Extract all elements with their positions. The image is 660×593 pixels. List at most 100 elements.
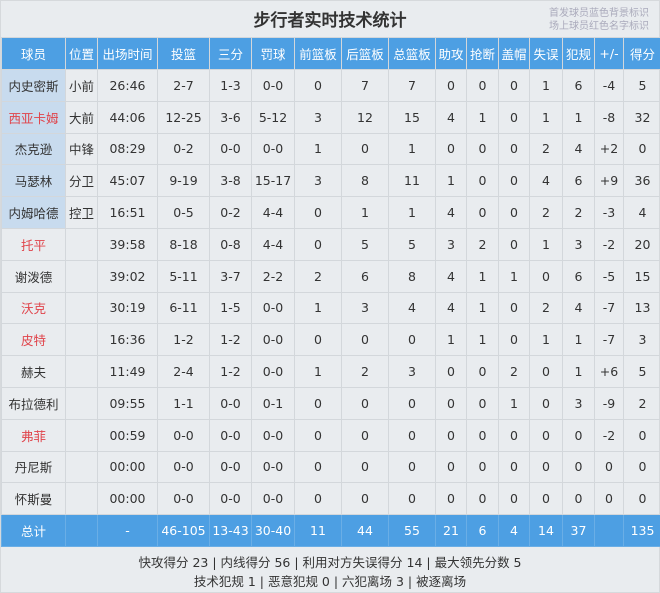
- stat-cell: 0: [498, 418, 530, 452]
- stat-cell: -7: [594, 323, 624, 357]
- stat-cell: 0: [466, 69, 499, 102]
- stat-cell: 0-0: [251, 482, 295, 516]
- stat-cell: 36: [623, 164, 660, 198]
- stat-cell: 2: [529, 196, 563, 229]
- stat-cell: 0-0: [251, 355, 295, 388]
- stat-cell: [65, 418, 98, 452]
- stat-cell: 30:19: [97, 291, 158, 325]
- stat-cell: 1: [498, 259, 530, 293]
- stat-cell: +6: [594, 355, 624, 388]
- player-name: 布拉德利: [1, 386, 66, 420]
- stat-cell: 1: [435, 164, 467, 198]
- starter-note: 首发球员蓝色背景标识: [549, 8, 649, 19]
- player-name: 沃克: [1, 291, 66, 325]
- total-cell: 4: [498, 514, 530, 548]
- column-header: 失误: [529, 37, 563, 70]
- stat-cell: -2: [594, 227, 624, 261]
- stat-cell: 2-2: [251, 259, 295, 293]
- stat-cell: 0: [435, 132, 467, 166]
- total-cell: 37: [562, 514, 595, 548]
- stat-cell: [65, 259, 98, 293]
- stat-cell: 0-0: [251, 323, 295, 357]
- stat-cell: 0: [294, 196, 342, 229]
- stat-cell: 1: [562, 100, 595, 134]
- stat-cell: 0: [498, 69, 530, 102]
- column-header: +/-: [594, 37, 624, 70]
- column-header: 总篮板: [388, 37, 436, 70]
- stat-cell: 0: [294, 450, 342, 484]
- stat-cell: 分卫: [65, 164, 98, 198]
- stat-cell: [65, 482, 98, 516]
- total-cell: 6: [466, 514, 499, 548]
- stat-cell: 15: [388, 100, 436, 134]
- column-header: 球员: [1, 37, 66, 70]
- stat-cell: 0-0: [251, 450, 295, 484]
- total-cell: 55: [388, 514, 436, 548]
- stat-cell: 1: [388, 132, 436, 166]
- player-row: 西亚卡姆 大前 44:06 12-25 3-6 5-12 3 12 15 4 1 0 1 1 -8 32: [1, 100, 660, 134]
- stat-cell: 4: [435, 100, 467, 134]
- player-name: 杰克逊: [1, 132, 66, 166]
- total-cell: 46-105: [157, 514, 210, 548]
- stat-cell: 1: [435, 323, 467, 357]
- stat-cell: 00:00: [97, 450, 158, 484]
- stat-cell: 8: [341, 164, 389, 198]
- stat-cell: 0: [529, 259, 563, 293]
- stat-cell: 0-5: [157, 196, 210, 229]
- stat-cell: 3-8: [209, 164, 252, 198]
- stat-cell: 0: [388, 418, 436, 452]
- stat-cell: +9: [594, 164, 624, 198]
- stat-cell: 0: [623, 482, 660, 516]
- stat-cell: 中锋: [65, 132, 98, 166]
- stat-cell: 0: [294, 323, 342, 357]
- column-header: 盖帽: [498, 37, 530, 70]
- stat-cell: 0: [498, 291, 530, 325]
- stat-cell: 0: [562, 450, 595, 484]
- stat-cell: 0: [623, 132, 660, 166]
- stat-cell: 4: [435, 196, 467, 229]
- total-cell: 11: [294, 514, 342, 548]
- stat-cell: 1-5: [209, 291, 252, 325]
- stat-cell: 0: [341, 323, 389, 357]
- stat-cell: 7: [341, 69, 389, 102]
- stat-cell: 4-4: [251, 227, 295, 261]
- stat-cell: -8: [594, 100, 624, 134]
- stat-cell: 0: [341, 132, 389, 166]
- total-cell: 30-40: [251, 514, 295, 548]
- stat-cell: 39:02: [97, 259, 158, 293]
- stat-cell: 1: [294, 132, 342, 166]
- stat-cell: 6: [341, 259, 389, 293]
- stat-cell: 0-0: [209, 482, 252, 516]
- summary-line-2: 技术犯规 1 | 恶意犯规 0 | 六犯离场 3 | 被逐离场: [193, 574, 467, 590]
- stat-cell: 控卫: [65, 196, 98, 229]
- stat-cell: 1: [294, 291, 342, 325]
- stat-cell: 5: [341, 227, 389, 261]
- stat-cell: 2: [341, 355, 389, 388]
- stat-cell: 0: [562, 482, 595, 516]
- stat-cell: 4-4: [251, 196, 295, 229]
- total-cell: [594, 514, 624, 548]
- stat-cell: 11: [388, 164, 436, 198]
- total-cell: [65, 514, 98, 548]
- player-row: 谢泼德 39:02 5-11 3-7 2-2 2 6 8 4 1 1 0 6 -5 15: [1, 259, 660, 293]
- stat-cell: -2: [594, 418, 624, 452]
- stat-cell: 0: [435, 69, 467, 102]
- stat-cell: 3: [294, 164, 342, 198]
- stat-cell: 0: [529, 450, 563, 484]
- column-header: 三分: [209, 37, 252, 70]
- stat-cell: -4: [594, 69, 624, 102]
- stat-cell: 00:00: [97, 482, 158, 516]
- player-row: 托平 39:58 8-18 0-8 4-4 0 5 5 3 2 0 1 3 -2 20: [1, 227, 660, 261]
- stat-cell: 1: [562, 355, 595, 388]
- stat-cell: 2: [498, 355, 530, 388]
- stat-cell: 4: [435, 259, 467, 293]
- player-name: 丹尼斯: [1, 450, 66, 484]
- stat-cell: 0: [498, 164, 530, 198]
- stat-cell: 0: [294, 69, 342, 102]
- stat-cell: -3: [594, 196, 624, 229]
- stat-cell: 0-0: [251, 418, 295, 452]
- stat-cell: 0: [294, 386, 342, 420]
- stat-cell: 1: [529, 69, 563, 102]
- summary-line-1: 快攻得分 23 | 内线得分 56 | 利用对方失误得分 14 | 最大领先分数…: [138, 555, 522, 571]
- stat-cell: 4: [435, 291, 467, 325]
